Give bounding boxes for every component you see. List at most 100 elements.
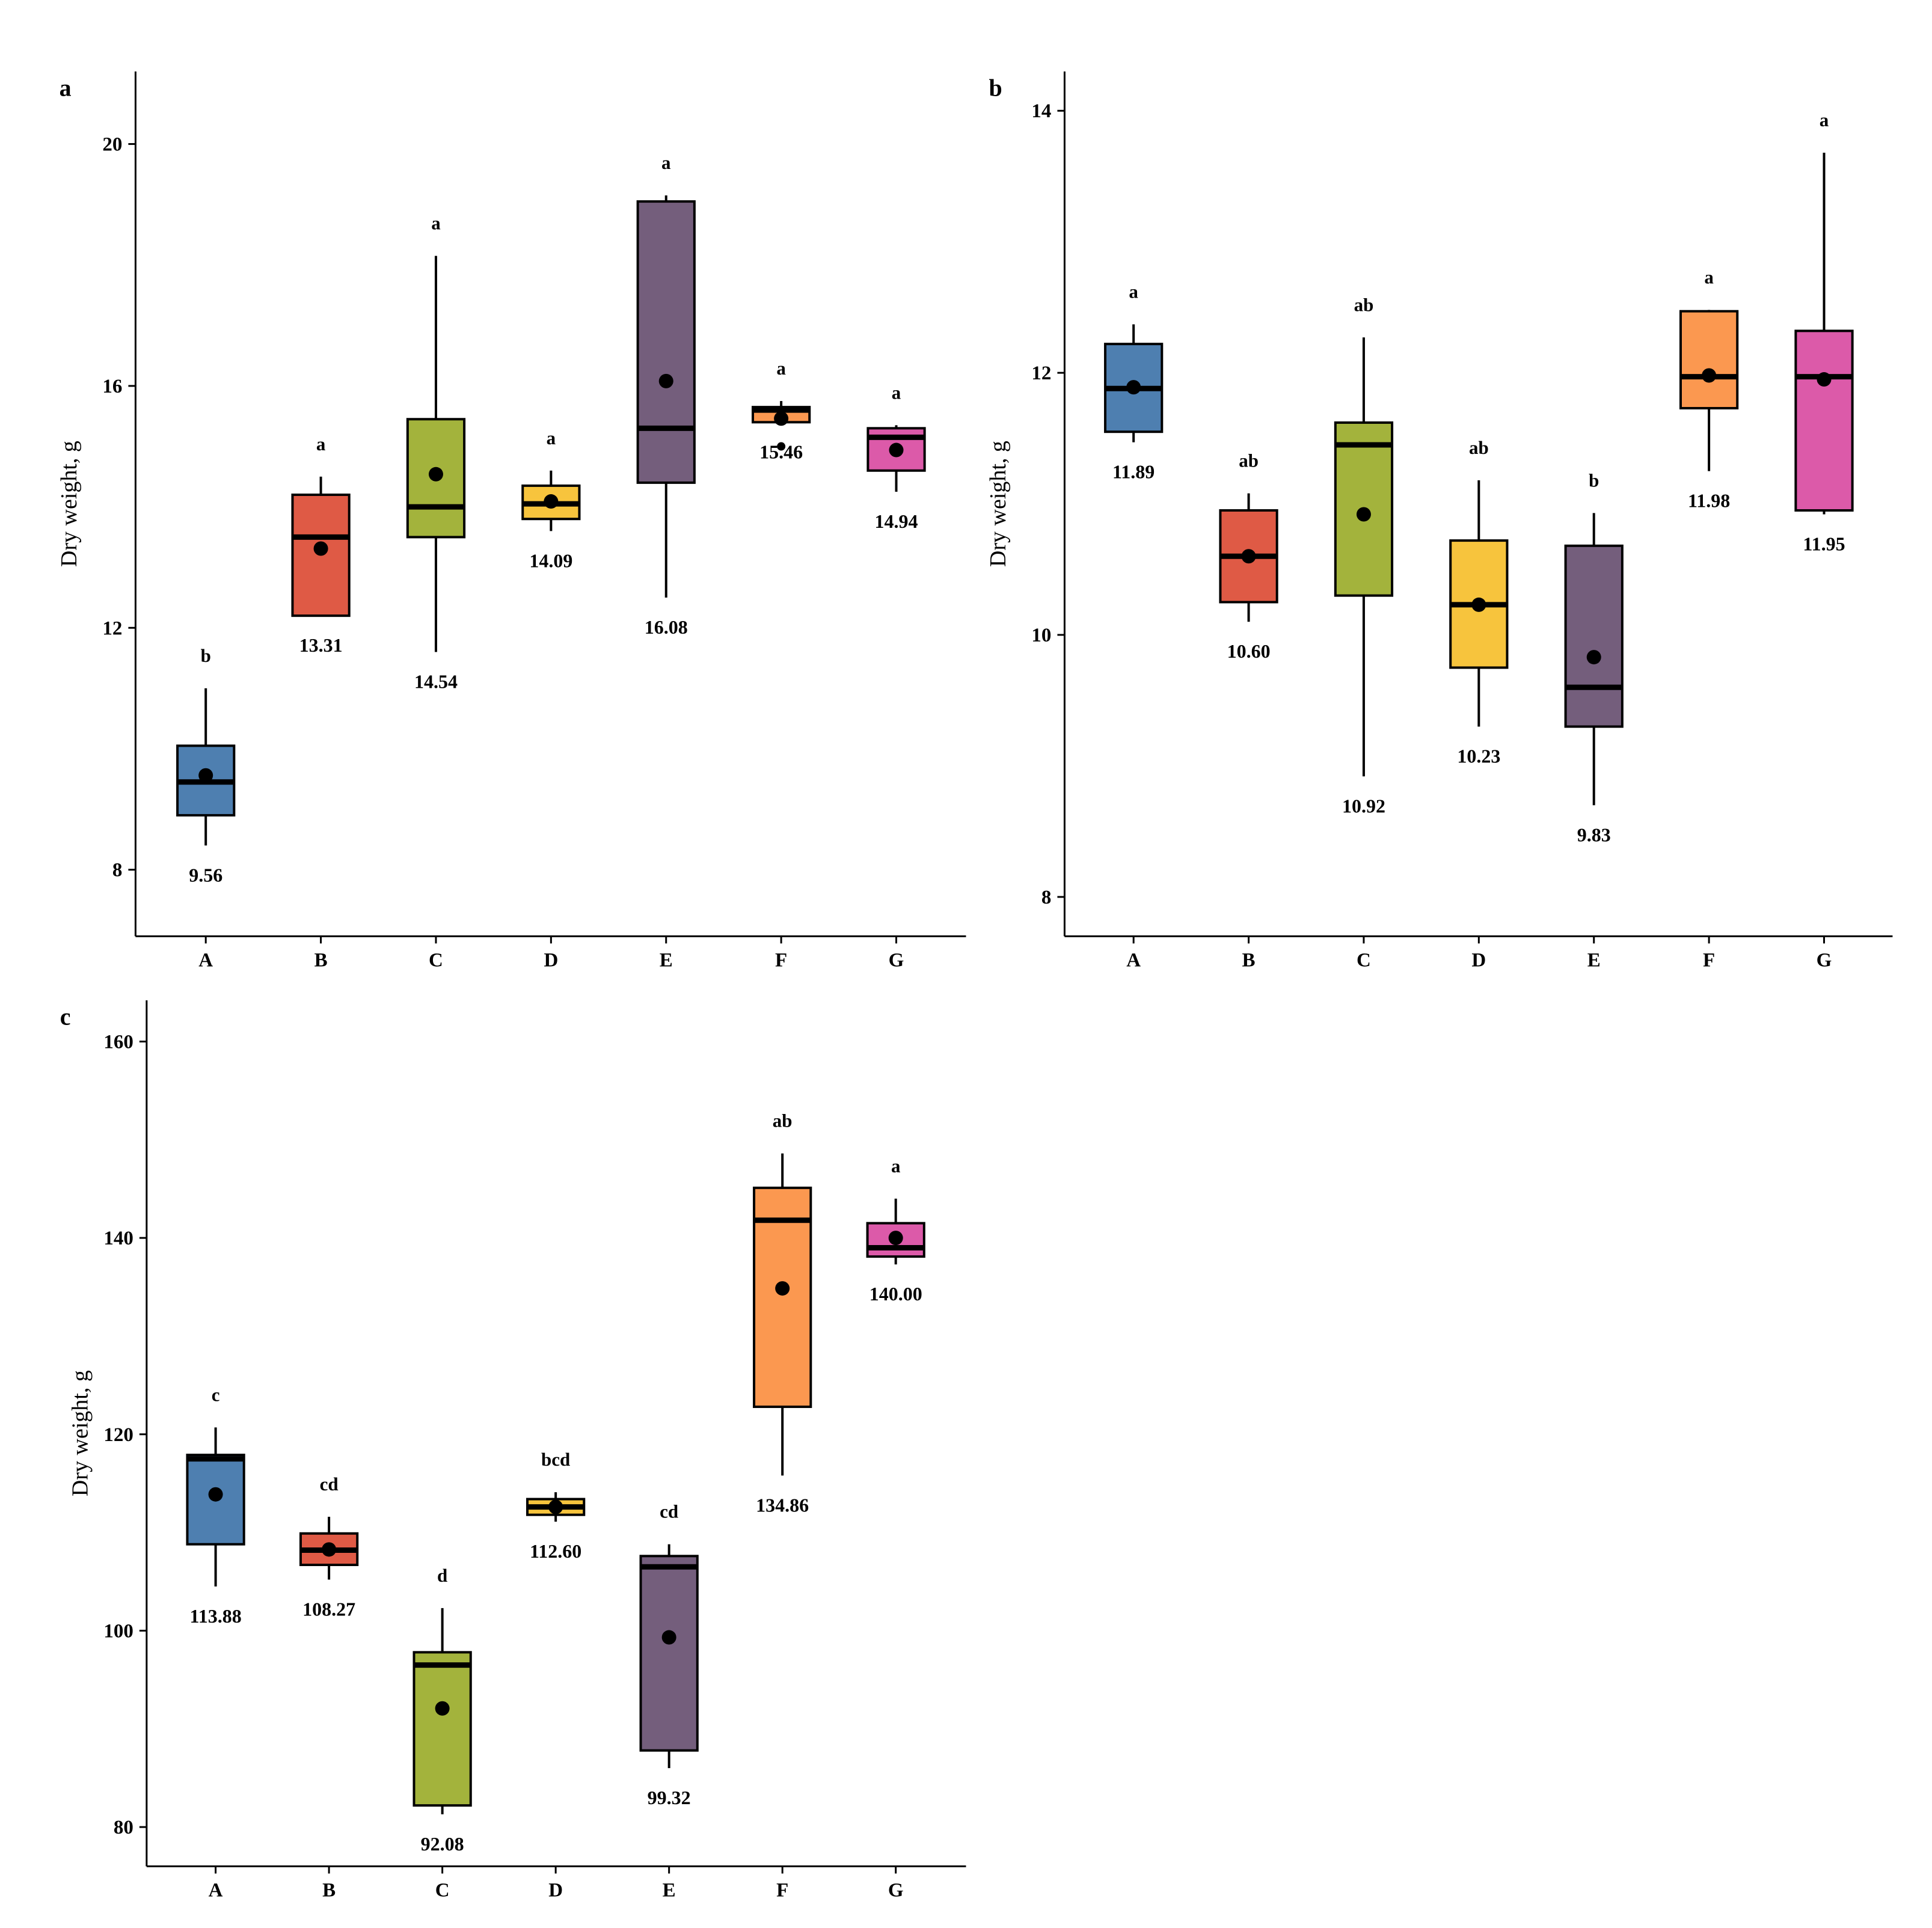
mean-point [208,1487,223,1502]
significance-letter: c [212,1384,220,1405]
x-tick-label: F [776,1879,788,1901]
mean-value-label: 16.08 [645,616,688,638]
box-body [639,1555,699,1752]
significance-letter: a [1129,281,1138,302]
significance-letter: a [431,213,441,234]
x-tick-label: A [1126,949,1141,971]
mean-point [775,1281,790,1296]
mean-value-label: 9.56 [189,864,222,886]
x-tick-label: B [1242,949,1256,971]
box-D: a 14.09 [521,427,581,571]
mean-value-label: 112.60 [530,1540,581,1562]
mean-point [889,442,904,458]
mean-value-label: 10.60 [1227,640,1271,662]
significance-letter: a [316,433,326,454]
y-tick-label: 120 [103,1424,133,1446]
y-tick-label: 8 [112,860,123,881]
significance-letter: a [547,427,556,448]
box-A: c 113.88 [186,1384,245,1627]
x-tick-label: D [1471,949,1486,971]
box-body [1564,544,1624,728]
box-C: a 14.54 [406,213,466,693]
y-tick-label: 12 [1031,363,1051,384]
y-tick-label: 10 [1031,625,1051,646]
significance-letter: d [437,1565,447,1586]
mean-point [198,768,213,783]
significance-letter: cd [660,1501,678,1522]
significance-letter: a [776,358,786,379]
mean-point [888,1231,903,1246]
x-tick-label: F [1703,949,1715,971]
box-G: a 140.00 [866,1155,925,1305]
box-body [636,200,696,484]
box-F: ab 134.86 [753,1110,812,1516]
significance-letter: b [1589,470,1599,491]
mean-value-label: 9.83 [1577,824,1611,845]
mean-value-label: 134.86 [756,1494,809,1516]
box-A: b 9.56 [176,645,236,886]
y-tick-label: 16 [102,376,122,397]
y-tick-label: 8 [1041,887,1052,908]
y-tick-label: 12 [102,617,122,639]
box-E: cd 99.32 [639,1501,699,1808]
mean-value-label: 11.95 [1803,533,1845,555]
box-body [412,1651,472,1807]
significance-letter: ab [773,1110,793,1131]
mean-value-label: 10.92 [1342,795,1385,816]
box-E: b 9.83 [1564,470,1624,845]
mean-point [435,1701,450,1716]
y-axis-label: Dry weight, g [986,441,1011,567]
box-C: d 92.08 [412,1565,472,1855]
significance-letter: cd [320,1474,339,1495]
box-D: ab 10.23 [1449,437,1509,767]
panel-letter: b [989,75,1002,102]
significance-letter: bcd [541,1449,570,1470]
box-B: cd 108.27 [299,1474,359,1620]
x-tick-label: F [775,949,787,971]
x-tick-label: B [322,1879,336,1901]
box-A: a 11.89 [1104,281,1164,483]
y-tick-label: 14 [1031,100,1051,122]
mean-value-label: 108.27 [302,1598,355,1620]
mean-point [544,494,559,509]
box-G: a 14.94 [866,382,926,532]
mean-point [1126,380,1141,395]
significance-letter: a [891,1155,901,1177]
panel-c: c 80 100 120 140 160 Dry weight, g A B C D E F Gc 113.… [60,1000,966,1901]
mean-point [1471,597,1486,612]
significance-letter: ab [1354,294,1374,315]
y-tick-label: 20 [102,134,122,156]
mean-point [548,1499,563,1514]
box-body [1679,310,1739,409]
mean-value-label: 14.54 [414,671,458,693]
mean-value-label: 92.08 [421,1833,464,1855]
x-tick-label: B [314,949,328,971]
x-tick-label: C [435,1879,450,1901]
mean-point [428,467,443,482]
y-tick-label: 160 [103,1031,133,1053]
mean-value-label: 140.00 [869,1283,922,1305]
mean-point [313,541,328,556]
mean-point [1702,368,1717,383]
x-tick-label: G [1817,949,1832,971]
box-body [753,1186,812,1409]
box-B: ab 10.60 [1219,450,1278,662]
significance-letter: a [1820,109,1829,130]
mean-point [661,1630,676,1645]
x-tick-label: G [888,1879,904,1901]
x-tick-label: A [209,1879,223,1901]
x-tick-label: A [198,949,213,971]
panel-letter: c [60,1003,71,1030]
box-body [1794,329,1854,512]
x-tick-label: E [663,1879,676,1901]
mean-value-label: 14.94 [875,510,918,532]
y-axis-label: Dry weight, g [67,1370,93,1496]
x-tick-label: C [429,949,443,971]
mean-point [658,373,673,388]
y-tick-label: 80 [114,1817,133,1838]
panel-letter: a [60,75,72,102]
mean-point [1241,549,1256,564]
mean-point [774,411,789,426]
